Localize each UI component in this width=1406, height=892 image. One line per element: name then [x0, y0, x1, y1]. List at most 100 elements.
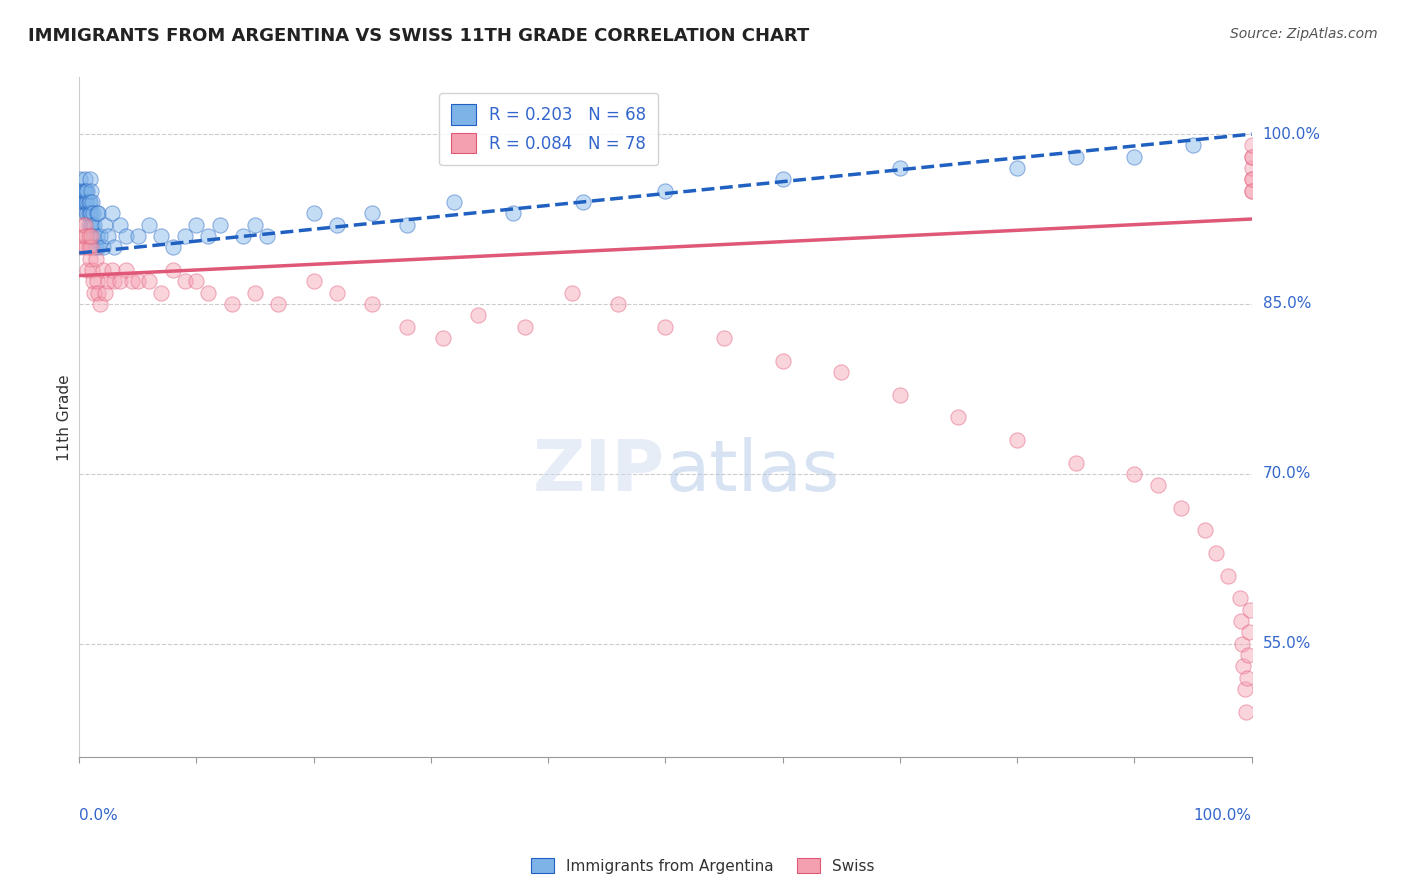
- Point: [70, 184, 93, 198]
- Point: [127, 274, 149, 288]
- Point: [80, 263, 103, 277]
- Point: [115, 263, 138, 277]
- Point: [87, 240, 110, 254]
- Point: [77, 206, 100, 220]
- Point: [772, 172, 794, 186]
- Point: [396, 218, 419, 232]
- Point: [86, 206, 108, 220]
- Point: [76, 194, 98, 209]
- Point: [127, 229, 149, 244]
- Point: [830, 365, 852, 379]
- Point: [607, 297, 630, 311]
- Point: [256, 229, 278, 244]
- Point: [73, 229, 96, 244]
- Point: [302, 274, 325, 288]
- Point: [197, 285, 219, 300]
- Point: [186, 274, 208, 288]
- Text: 100.0%: 100.0%: [1263, 127, 1320, 142]
- Point: [173, 229, 195, 244]
- Point: [108, 218, 131, 232]
- Point: [1239, 603, 1261, 617]
- Point: [103, 274, 125, 288]
- Point: [1240, 150, 1263, 164]
- Point: [1240, 184, 1263, 198]
- Point: [80, 229, 103, 244]
- Point: [82, 206, 104, 220]
- Point: [79, 194, 101, 209]
- Point: [361, 206, 384, 220]
- Point: [94, 218, 117, 232]
- Point: [73, 184, 96, 198]
- Point: [1237, 648, 1260, 662]
- Point: [572, 194, 595, 209]
- Point: [73, 218, 96, 232]
- Point: [186, 218, 208, 232]
- Point: [513, 319, 536, 334]
- Text: atlas: atlas: [665, 437, 839, 506]
- Point: [73, 194, 96, 209]
- Point: [121, 274, 143, 288]
- Point: [267, 297, 290, 311]
- Text: 55.0%: 55.0%: [1263, 636, 1310, 651]
- Point: [69, 172, 91, 186]
- Text: 100.0%: 100.0%: [1194, 808, 1251, 823]
- Y-axis label: 11th Grade: 11th Grade: [58, 374, 72, 460]
- Point: [502, 206, 524, 220]
- Point: [76, 184, 98, 198]
- Point: [77, 229, 100, 244]
- Point: [326, 218, 349, 232]
- Point: [80, 194, 103, 209]
- Point: [443, 194, 465, 209]
- Point: [83, 240, 105, 254]
- Point: [77, 240, 100, 254]
- Point: [150, 285, 173, 300]
- Point: [1240, 138, 1263, 153]
- Point: [80, 218, 103, 232]
- Point: [138, 274, 160, 288]
- Point: [1240, 184, 1263, 198]
- Point: [150, 229, 173, 244]
- Point: [79, 252, 101, 266]
- Point: [432, 331, 454, 345]
- Point: [208, 218, 231, 232]
- Point: [87, 285, 110, 300]
- Point: [80, 240, 103, 254]
- Point: [83, 285, 105, 300]
- Point: [1240, 172, 1263, 186]
- Point: [86, 274, 108, 288]
- Point: [77, 194, 100, 209]
- Point: [1064, 456, 1087, 470]
- Point: [77, 218, 100, 232]
- Point: [1170, 500, 1192, 515]
- Point: [221, 297, 243, 311]
- Point: [561, 285, 583, 300]
- Point: [1236, 671, 1258, 685]
- Point: [948, 410, 970, 425]
- Point: [197, 229, 219, 244]
- Point: [138, 218, 160, 232]
- Point: [80, 206, 103, 220]
- Point: [101, 263, 124, 277]
- Point: [173, 274, 195, 288]
- Point: [1123, 467, 1146, 481]
- Point: [1205, 546, 1227, 560]
- Point: [72, 194, 94, 209]
- Point: [94, 285, 117, 300]
- Point: [1123, 150, 1146, 164]
- Point: [302, 206, 325, 220]
- Point: [75, 240, 97, 254]
- Point: [1216, 568, 1239, 582]
- Point: [75, 229, 97, 244]
- Point: [1240, 150, 1263, 164]
- Point: [82, 274, 104, 288]
- Point: [654, 319, 676, 334]
- Point: [75, 194, 97, 209]
- Point: [889, 387, 911, 401]
- Point: [80, 218, 103, 232]
- Point: [73, 194, 96, 209]
- Point: [84, 252, 107, 266]
- Point: [1230, 614, 1253, 628]
- Point: [1181, 138, 1204, 153]
- Legend: Immigrants from Argentina, Swiss: Immigrants from Argentina, Swiss: [526, 852, 880, 880]
- Point: [713, 331, 735, 345]
